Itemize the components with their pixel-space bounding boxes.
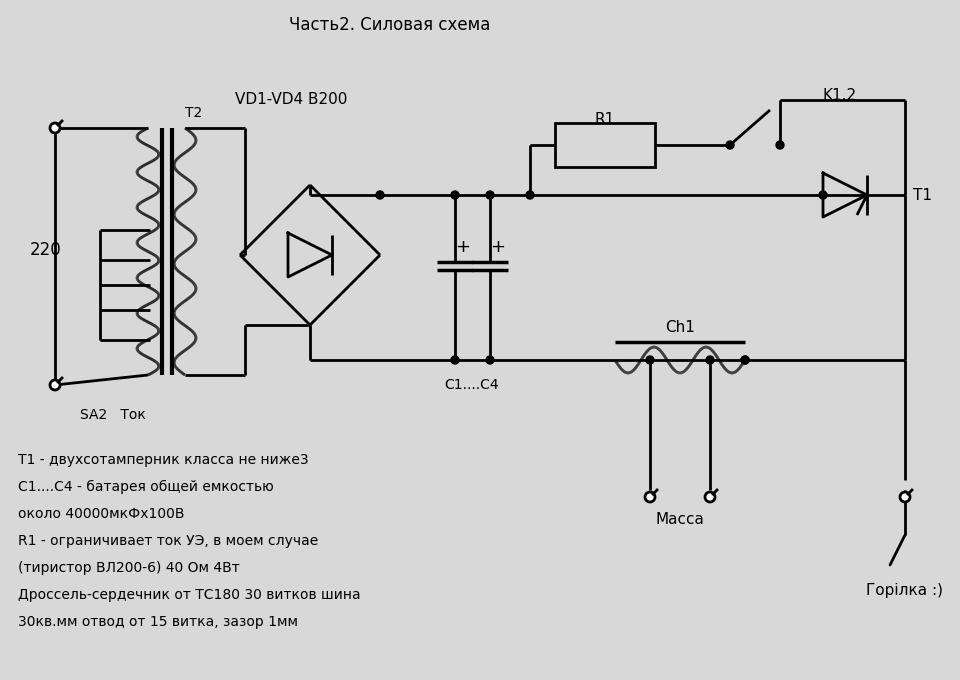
- Circle shape: [706, 356, 714, 364]
- Circle shape: [819, 191, 827, 199]
- Circle shape: [741, 356, 749, 364]
- Text: C1....C4: C1....C4: [444, 378, 499, 392]
- Circle shape: [526, 191, 534, 199]
- Circle shape: [376, 191, 384, 199]
- Circle shape: [645, 492, 655, 502]
- Text: +: +: [491, 238, 506, 256]
- Text: +: +: [455, 238, 470, 256]
- Text: 30кв.мм отвод от 15 витка, зазор 1мм: 30кв.мм отвод от 15 витка, зазор 1мм: [18, 615, 298, 629]
- Text: R1: R1: [595, 112, 615, 128]
- Circle shape: [705, 492, 715, 502]
- Text: Ch1: Ch1: [665, 320, 695, 335]
- Text: T2: T2: [185, 106, 203, 120]
- Text: Масса: Масса: [656, 513, 705, 528]
- Circle shape: [900, 492, 910, 502]
- Text: 220: 220: [30, 241, 61, 259]
- Text: Часть2. Силовая схема: Часть2. Силовая схема: [289, 16, 491, 34]
- Text: T1: T1: [913, 188, 932, 203]
- Circle shape: [726, 141, 734, 149]
- Circle shape: [50, 380, 60, 390]
- Circle shape: [776, 141, 784, 149]
- Circle shape: [451, 191, 459, 199]
- Text: Горілка :): Горілка :): [867, 583, 944, 598]
- Text: Дроссель-сердечник от ТС180 30 витков шина: Дроссель-сердечник от ТС180 30 витков ши…: [18, 588, 361, 602]
- Text: С1....С4 - батарея общей емкостью: С1....С4 - батарея общей емкостью: [18, 480, 274, 494]
- Text: (тиристор ВЛ200-6) 40 Ом 4Вт: (тиристор ВЛ200-6) 40 Ом 4Вт: [18, 561, 240, 575]
- Text: R1 - ограничивает ток УЭ, в моем случае: R1 - ограничивает ток УЭ, в моем случае: [18, 534, 319, 548]
- Circle shape: [451, 356, 459, 364]
- Circle shape: [486, 356, 494, 364]
- Circle shape: [646, 356, 654, 364]
- Text: VD1-VD4 B200: VD1-VD4 B200: [235, 92, 348, 107]
- Circle shape: [50, 123, 60, 133]
- Text: K1.2: K1.2: [823, 88, 857, 103]
- Text: SA2   Ток: SA2 Ток: [80, 408, 146, 422]
- Circle shape: [741, 356, 749, 364]
- Text: Т1 - двухсотамперник класса не ниже3: Т1 - двухсотамперник класса не ниже3: [18, 453, 308, 467]
- FancyBboxPatch shape: [555, 123, 655, 167]
- Text: около 40000мкФх100В: около 40000мкФх100В: [18, 507, 184, 521]
- Circle shape: [486, 191, 494, 199]
